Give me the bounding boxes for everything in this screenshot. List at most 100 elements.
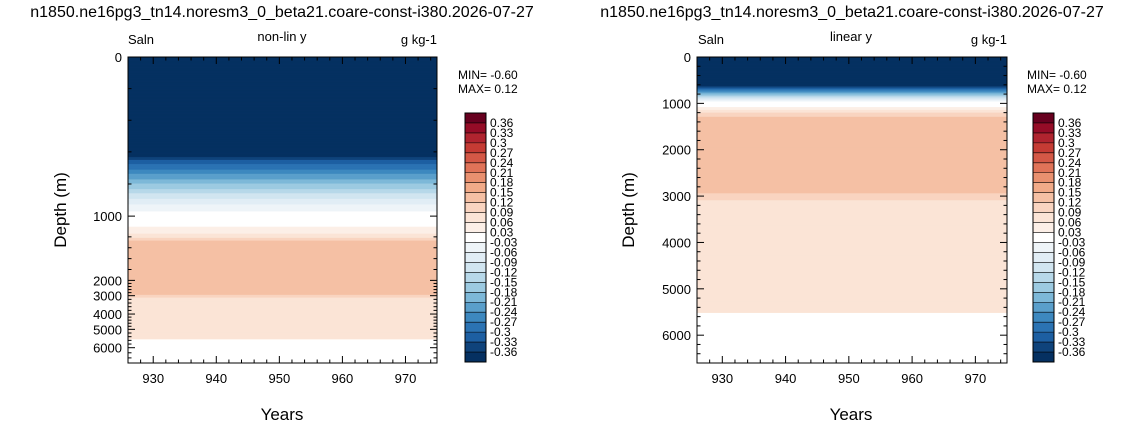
field-band <box>128 314 437 317</box>
field-band <box>697 76 1007 79</box>
field-band <box>128 65 437 68</box>
field-band <box>128 235 437 238</box>
field-band <box>128 157 437 160</box>
field-band <box>128 105 437 108</box>
field-band <box>697 155 1007 158</box>
field-band <box>697 198 1007 201</box>
field-band <box>128 111 437 114</box>
colorbar-box <box>1033 322 1054 333</box>
field-band <box>697 282 1007 285</box>
field-band <box>128 358 437 361</box>
field-band <box>697 154 1007 157</box>
field-band <box>697 158 1007 161</box>
field-band <box>697 200 1007 203</box>
field-band <box>128 109 437 112</box>
min-label: MIN= -0.60 <box>1027 68 1087 82</box>
colorbar-box <box>1033 212 1054 223</box>
field-band <box>128 304 437 307</box>
field-band <box>697 79 1007 82</box>
field-band <box>697 332 1007 335</box>
field-band <box>697 344 1007 347</box>
field-band <box>128 196 437 199</box>
field-band <box>128 261 437 264</box>
field-band <box>128 268 437 271</box>
field-band <box>128 94 437 97</box>
field-band <box>697 62 1007 65</box>
field-band <box>128 101 437 104</box>
field-band <box>697 136 1007 139</box>
field-band <box>697 196 1007 199</box>
field-band <box>697 269 1007 272</box>
colorbar-box <box>1033 162 1054 174</box>
field-band <box>128 184 437 187</box>
field-band <box>697 301 1007 304</box>
field-band <box>128 200 437 203</box>
field-band <box>697 211 1007 214</box>
field-band <box>697 65 1007 68</box>
field-band <box>128 125 437 128</box>
colorbar-box <box>1033 192 1054 204</box>
field-band <box>128 173 437 176</box>
colorbar-label: -0.18 <box>490 285 518 299</box>
contour-field <box>128 57 437 364</box>
field-band <box>128 61 437 64</box>
field-band <box>128 246 437 249</box>
field-band <box>697 148 1007 151</box>
field-band <box>128 208 437 211</box>
field-band <box>128 205 437 208</box>
field-band <box>128 75 437 78</box>
field-band <box>697 260 1007 263</box>
x-tick-label: 960 <box>901 371 923 386</box>
field-band <box>697 172 1007 175</box>
field-band <box>697 112 1007 115</box>
colorbar-box <box>465 222 486 233</box>
field-band <box>128 115 437 118</box>
field-band <box>128 66 437 69</box>
field-band <box>697 159 1007 162</box>
field-band <box>697 186 1007 189</box>
field-band <box>697 175 1007 178</box>
x-tick-label: 930 <box>142 371 164 386</box>
field-band <box>128 356 437 359</box>
field-band <box>128 73 437 76</box>
field-band <box>128 350 437 353</box>
field-band <box>128 216 437 219</box>
field-band <box>697 229 1007 232</box>
field-band <box>697 272 1007 275</box>
x-axis-title: Years <box>261 405 304 424</box>
field-band <box>128 282 437 285</box>
colorbar-box <box>1033 113 1054 124</box>
field-band <box>128 287 437 290</box>
field-band <box>128 82 437 85</box>
colorbar-label: 0.09 <box>490 206 514 220</box>
field-band <box>128 322 437 325</box>
field-band <box>128 272 437 275</box>
colorbar-label: -0.24 <box>490 305 518 319</box>
field-band <box>128 347 437 350</box>
field-band <box>697 82 1007 85</box>
field-band <box>128 241 437 244</box>
colorbar-label: 0.33 <box>1058 126 1082 140</box>
field-band <box>128 236 437 239</box>
field-band <box>128 134 437 137</box>
field-band <box>128 275 437 278</box>
field-band <box>697 286 1007 289</box>
field-band <box>128 264 437 267</box>
field-band <box>128 351 437 354</box>
field-band <box>128 283 437 286</box>
field-band <box>128 197 437 200</box>
colorbar: 0.360.330.30.270.240.210.180.150.120.090… <box>1032 112 1086 363</box>
y-tick-label: 4000 <box>662 235 691 250</box>
field-band <box>697 194 1007 197</box>
colorbar-box <box>465 342 486 353</box>
field-band <box>697 307 1007 310</box>
field-band <box>697 109 1007 112</box>
max-label: MAX= 0.12 <box>458 82 518 96</box>
colorbar-label: 0.27 <box>1058 146 1082 160</box>
field-band <box>128 218 437 221</box>
colorbar-box <box>465 202 486 213</box>
field-band <box>697 105 1007 108</box>
y-tick-label: 5000 <box>93 322 122 337</box>
field-band <box>128 339 437 342</box>
